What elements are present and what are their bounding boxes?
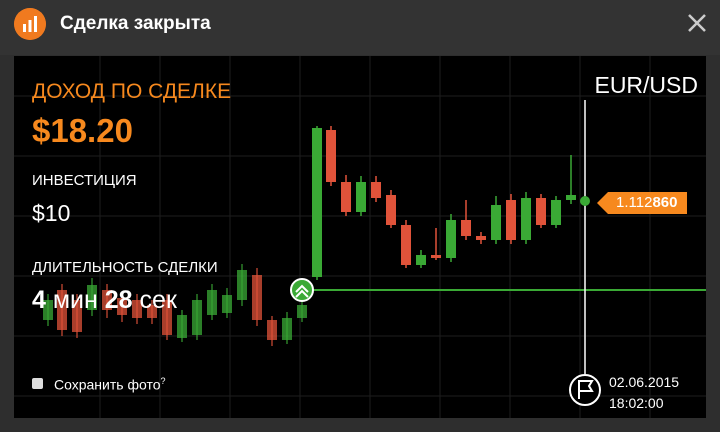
candle-body xyxy=(476,236,486,240)
investment: $10 xyxy=(32,200,71,226)
flag-icon xyxy=(578,380,594,399)
candle-body xyxy=(43,300,53,320)
candle-body xyxy=(506,200,516,240)
candle-body xyxy=(536,198,546,225)
close-button[interactable] xyxy=(686,12,708,34)
duration-label: ДЛИТЕЛЬНОСТЬ СДЕЛКИ xyxy=(32,259,218,276)
candle-body xyxy=(356,182,366,212)
candle-body xyxy=(446,220,456,258)
candle-body xyxy=(371,182,381,198)
candle-body xyxy=(491,205,501,240)
open-arrow xyxy=(295,284,309,298)
candle-body xyxy=(551,200,561,225)
candle-body xyxy=(521,198,531,240)
candle-body xyxy=(162,300,172,335)
title: Сделка закрыта xyxy=(60,13,211,34)
candle-body xyxy=(431,255,441,258)
duration-seconds: 28 xyxy=(104,286,133,314)
income: $18.20 xyxy=(32,112,133,149)
deal-panel: ДОХОД ПО СДЕЛКЕ $18.20 ИНВЕСТИЦИЯ $10 ДЛ… xyxy=(14,56,706,418)
candle-body xyxy=(267,320,277,340)
save-photo-help[interactable]: ? xyxy=(160,376,166,386)
candle-body xyxy=(416,255,426,265)
duration-minutes-unit: мин xyxy=(52,286,98,314)
candle-body xyxy=(117,298,127,315)
candle-body xyxy=(192,300,202,335)
candle-body xyxy=(401,225,411,265)
current-dot xyxy=(580,196,590,206)
investment-label: ИНВЕСТИЦИЯ xyxy=(32,172,137,189)
income-label: ДОХОД ПО СДЕЛКЕ xyxy=(32,80,232,103)
close-time: 18:02:00 xyxy=(609,395,664,411)
pair: EUR/USD xyxy=(594,72,698,98)
duration-minutes: 4 xyxy=(32,286,46,314)
candle-body xyxy=(252,275,262,320)
close-date: 02.06.2015 xyxy=(609,374,680,390)
save-photo-checkbox[interactable] xyxy=(32,378,43,389)
candle-body xyxy=(87,285,97,310)
price-main: 1.112 xyxy=(616,194,653,211)
candle-body xyxy=(102,290,112,310)
header: Сделка закрыта xyxy=(0,0,720,55)
logo xyxy=(14,8,46,40)
candle-body xyxy=(147,305,157,318)
candle-body xyxy=(297,305,307,318)
price-chart xyxy=(14,56,706,418)
candle-body xyxy=(312,128,322,277)
candle-body xyxy=(207,290,217,315)
candle-body xyxy=(341,182,351,212)
candle-body xyxy=(566,195,576,200)
price-pips: 860 xyxy=(652,194,678,211)
candle-body xyxy=(326,130,336,182)
duration: 4 мин 28 сек xyxy=(32,286,177,315)
candle-body xyxy=(177,315,187,338)
candle-body xyxy=(132,300,142,318)
candle-body xyxy=(237,270,247,300)
candle-body xyxy=(386,195,396,225)
candle-body xyxy=(282,318,292,340)
duration-seconds-unit: сек xyxy=(139,286,177,314)
candle-body xyxy=(222,295,232,313)
save-photo-label[interactable]: Сохранить фото xyxy=(54,376,161,393)
price-tag: 1.112860 xyxy=(596,192,688,214)
candle-body xyxy=(57,290,67,330)
save-photo[interactable]: Сохранить фото? xyxy=(54,376,166,393)
candle-body xyxy=(72,300,82,332)
candle-body xyxy=(461,220,471,236)
